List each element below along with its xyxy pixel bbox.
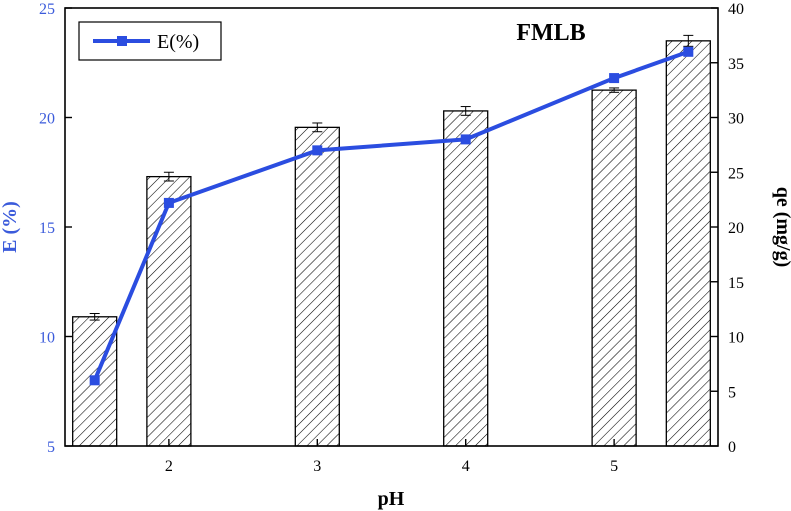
right-tick-label: 5 <box>728 384 736 401</box>
line-series-layer <box>89 46 694 386</box>
right-tick-label: 15 <box>728 275 744 292</box>
legend: E(%) <box>78 21 222 61</box>
bar <box>294 126 340 447</box>
panel-label: FMLB <box>516 20 585 46</box>
left-tick-label: 5 <box>47 439 55 456</box>
x-tick-label: 5 <box>610 458 618 475</box>
legend-marker-swatch <box>117 36 127 46</box>
right-tick-label: 25 <box>728 165 744 182</box>
series-point <box>312 145 323 156</box>
series-point <box>683 46 694 57</box>
right-axis-title: qe (mg/g) <box>772 187 791 268</box>
x-tick-label: 4 <box>462 458 470 475</box>
x-tick-label: 3 <box>313 458 321 475</box>
ticks-layer: 5 10 15 20 25 0 5 10 15 20 25 30 35 40 2 3 4 5 <box>39 1 744 475</box>
right-tick-label: 0 <box>728 439 736 456</box>
right-tick-label: 35 <box>728 56 744 73</box>
left-tick-label: 25 <box>39 1 55 18</box>
series-point <box>460 134 471 145</box>
bar <box>146 175 192 447</box>
series-point <box>89 375 100 386</box>
bar <box>665 40 711 447</box>
x-axis-title: pH <box>378 488 405 510</box>
legend-label: E(%) <box>157 31 199 53</box>
right-tick-label: 30 <box>728 111 744 128</box>
x-tick-label: 2 <box>165 458 173 475</box>
bar <box>443 110 489 447</box>
series-line <box>92 49 689 382</box>
left-tick-label: 15 <box>39 220 55 237</box>
right-tick-label: 40 <box>728 1 744 18</box>
left-tick-label: 20 <box>39 111 55 128</box>
series-point <box>609 73 620 84</box>
left-axis-title: E (%) <box>0 201 21 253</box>
right-tick-label: 10 <box>728 330 744 347</box>
right-tick-label: 20 <box>728 220 744 237</box>
bar <box>591 89 637 447</box>
bars-layer <box>72 40 711 447</box>
error-bars-layer <box>89 34 694 321</box>
series-point <box>163 197 174 208</box>
left-tick-label: 10 <box>39 330 55 347</box>
